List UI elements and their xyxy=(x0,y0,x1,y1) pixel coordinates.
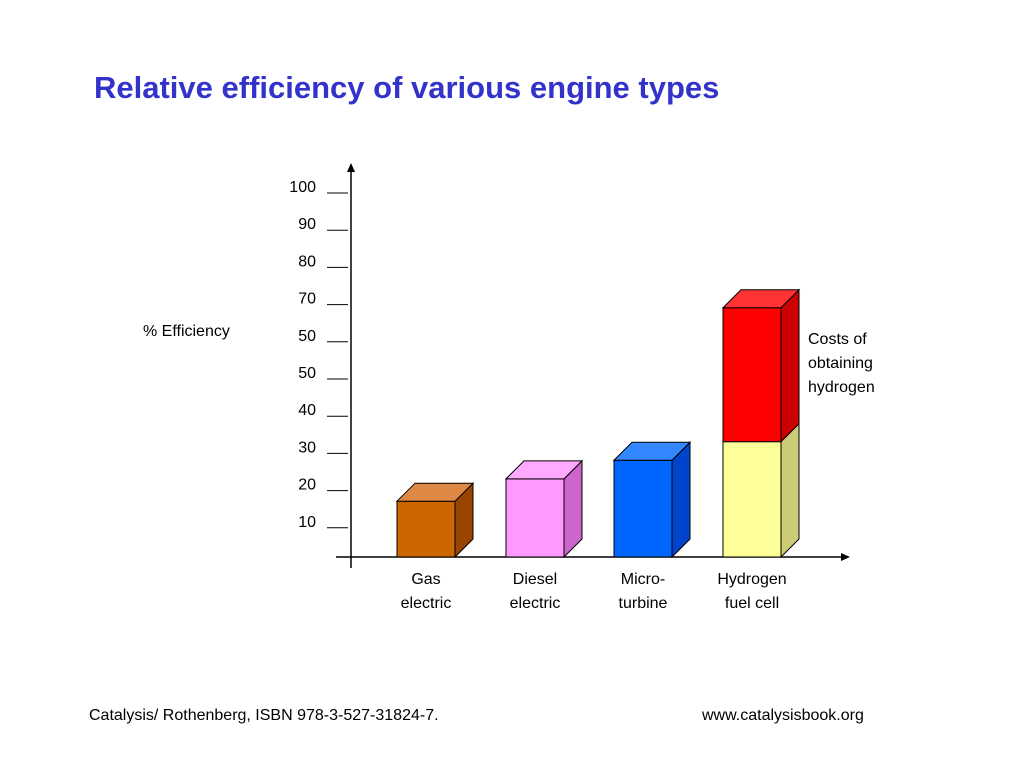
footer-citation: Catalysis/ Rothenberg, ISBN 978-3-527-31… xyxy=(89,707,439,724)
bar-top xyxy=(504,460,584,480)
y-axis-arrow xyxy=(347,163,355,172)
x-tick-label: electric xyxy=(401,595,452,612)
y-tick-label: 20 xyxy=(298,477,316,494)
bar-stacked-segment xyxy=(721,288,801,443)
x-tick-label: Hydrogen xyxy=(717,571,786,588)
bar-front xyxy=(396,500,456,558)
bar-top xyxy=(721,289,801,309)
y-ticks: 100 90 80 70 50 50 40 30 20 10 xyxy=(289,179,348,531)
bar xyxy=(722,422,800,559)
bar-side xyxy=(671,441,691,559)
bar-front xyxy=(505,478,565,558)
y-tick-label: 80 xyxy=(298,253,316,270)
y-axis-label: % Efficiency xyxy=(143,323,230,340)
bar xyxy=(612,441,692,559)
x-tick-label: Gas xyxy=(411,571,440,588)
y-tick-label: 100 xyxy=(289,179,316,196)
hydrogen-cost-annotation: Costs of obtaining hydrogen xyxy=(808,328,875,400)
bar-side xyxy=(780,288,800,443)
bars xyxy=(395,288,801,559)
x-tick-labels: Gas electric Diesel electric Micro-turbine Hy… xyxy=(401,571,787,612)
bar-front xyxy=(722,441,782,558)
annotation-line: obtaining xyxy=(808,355,873,372)
bar-front xyxy=(722,307,782,443)
x-tick-label: turbine xyxy=(619,595,668,612)
bar-side xyxy=(780,422,800,559)
x-tick-label: Diesel xyxy=(513,571,557,588)
y-tick-label: 50 xyxy=(298,365,316,382)
annotation-line: Costs of xyxy=(808,331,867,348)
slide-title: Relative efficiency of various engine ty… xyxy=(94,70,720,105)
x-tick-label: fuel cell xyxy=(725,595,779,612)
annotation-line: hydrogen xyxy=(808,379,875,396)
footer-url: www.catalysisbook.org xyxy=(702,707,864,724)
y-tick-label: 30 xyxy=(298,439,316,456)
y-tick-label: 70 xyxy=(298,291,316,308)
x-tick-label: Micro- xyxy=(621,571,665,588)
x-tick-label: electric xyxy=(510,595,561,612)
bar-top xyxy=(612,441,692,461)
bar xyxy=(395,481,475,559)
y-tick-label: 10 xyxy=(298,514,316,531)
y-tick-label: 40 xyxy=(298,402,316,419)
y-tick-label: 50 xyxy=(298,328,316,345)
x-axis-arrow xyxy=(841,553,850,561)
y-tick-label: 90 xyxy=(298,216,316,233)
bar-front xyxy=(613,459,673,558)
bar-top xyxy=(395,482,475,502)
bar xyxy=(504,459,584,559)
